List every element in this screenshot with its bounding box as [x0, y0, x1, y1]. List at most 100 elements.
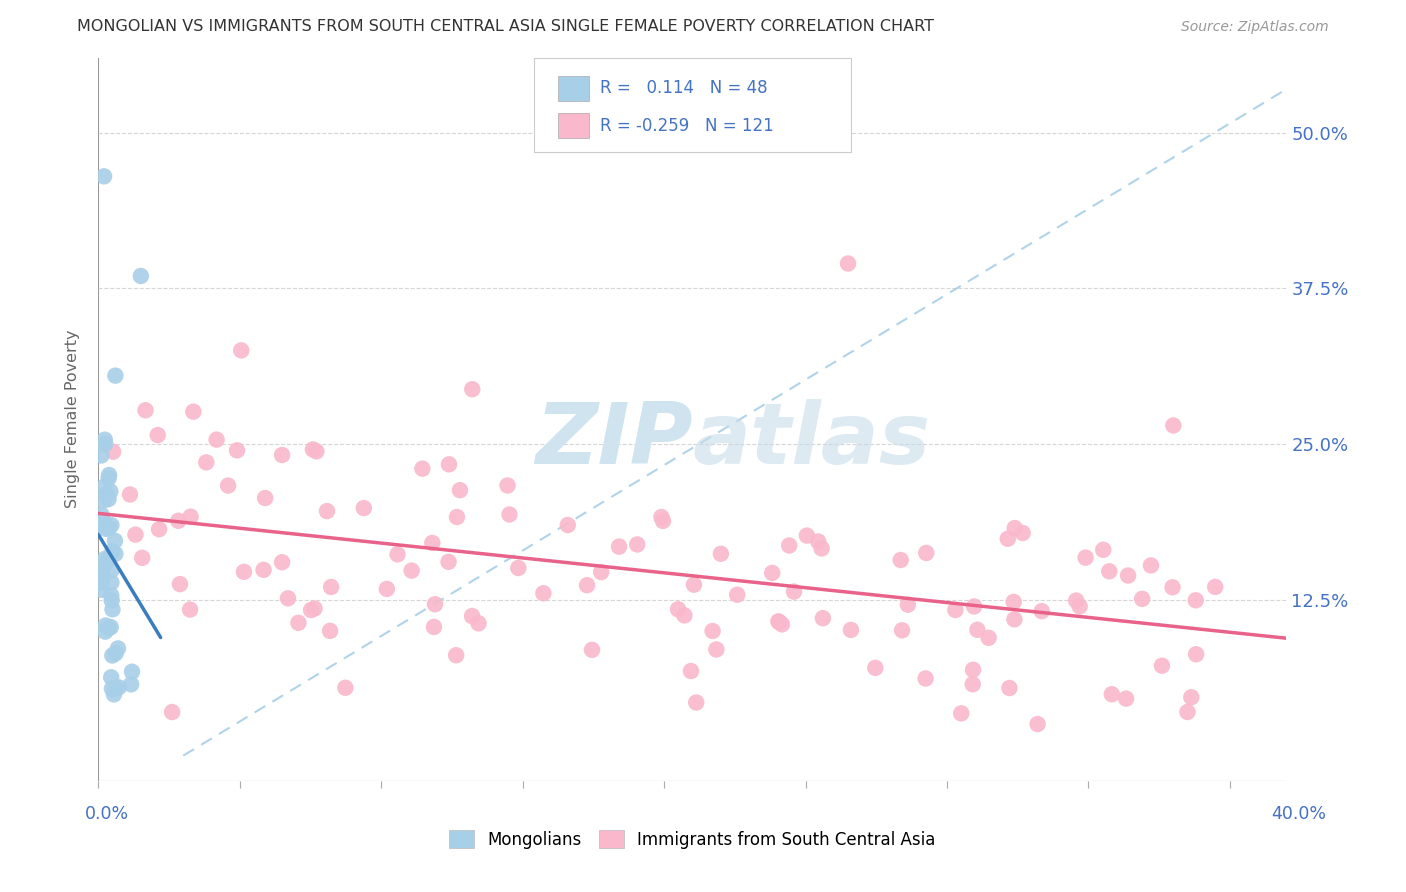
Point: [679, 664, 702, 678]
Point: [101, 648, 124, 663]
Point: [607, 540, 630, 554]
Point: [1115, 691, 1137, 706]
Point: [770, 617, 793, 632]
Point: [94, 488, 117, 502]
Point: [420, 536, 443, 550]
Point: [626, 537, 648, 551]
Point: [135, 403, 157, 417]
Point: [104, 368, 127, 383]
Text: R = -0.259   N = 121: R = -0.259 N = 121: [600, 117, 775, 135]
Point: [98, 467, 121, 482]
Point: [1069, 599, 1091, 614]
Point: [93, 480, 115, 494]
Text: Source: ZipAtlas.com: Source: ZipAtlas.com: [1181, 21, 1329, 34]
Point: [650, 510, 672, 524]
Point: [467, 616, 489, 631]
Point: [950, 706, 973, 721]
Point: [702, 624, 724, 638]
Point: [94, 437, 117, 451]
Point: [498, 508, 520, 522]
Point: [1064, 593, 1087, 607]
Point: [508, 561, 530, 575]
Point: [437, 458, 460, 472]
Point: [1161, 580, 1184, 594]
Point: [233, 565, 256, 579]
Point: [169, 577, 191, 591]
Point: [683, 577, 706, 591]
Point: [768, 615, 790, 629]
Point: [179, 602, 201, 616]
Point: [271, 555, 294, 569]
Point: [962, 663, 984, 677]
Point: [411, 461, 433, 475]
Point: [101, 602, 124, 616]
Point: [576, 578, 599, 592]
Point: [100, 575, 122, 590]
Point: [90, 575, 112, 590]
Point: [1204, 580, 1226, 594]
Point: [231, 343, 253, 358]
Text: atlas: atlas: [692, 400, 931, 483]
Point: [304, 601, 326, 615]
Point: [1130, 591, 1153, 606]
Point: [94, 433, 117, 447]
Point: [93, 493, 115, 508]
Point: [998, 681, 1021, 695]
Point: [652, 514, 675, 528]
Point: [1004, 612, 1026, 626]
Point: [945, 603, 967, 617]
Point: [103, 687, 125, 701]
Point: [93, 557, 115, 571]
Point: [121, 665, 143, 679]
Text: ZIP: ZIP: [534, 400, 692, 483]
Point: [865, 661, 887, 675]
Point: [104, 533, 127, 548]
Point: [387, 547, 409, 561]
Point: [94, 624, 117, 639]
Point: [1185, 647, 1208, 661]
Point: [1184, 593, 1206, 607]
Point: [461, 609, 484, 624]
Point: [966, 623, 988, 637]
Point: [1074, 550, 1097, 565]
Point: [557, 518, 579, 533]
Point: [252, 563, 274, 577]
Point: [97, 621, 120, 635]
Point: [1180, 690, 1202, 705]
Point: [810, 541, 832, 556]
Point: [217, 478, 239, 492]
Point: [1002, 595, 1025, 609]
Point: [375, 582, 398, 596]
Point: [101, 681, 124, 696]
Point: [768, 615, 790, 629]
Point: [205, 433, 228, 447]
Point: [1098, 564, 1121, 578]
Point: [167, 514, 190, 528]
Point: [104, 547, 127, 561]
Point: [446, 510, 468, 524]
Point: [226, 443, 249, 458]
Point: [98, 521, 121, 535]
Point: [100, 588, 122, 602]
Point: [107, 681, 129, 695]
Point: [316, 504, 339, 518]
Text: 0.0%: 0.0%: [84, 805, 129, 822]
Y-axis label: Single Female Poverty: Single Female Poverty: [65, 330, 80, 508]
Point: [778, 539, 800, 553]
Point: [710, 547, 733, 561]
Point: [837, 256, 859, 270]
Point: [97, 471, 120, 485]
Point: [1177, 705, 1199, 719]
Point: [299, 603, 322, 617]
Point: [277, 591, 299, 606]
Point: [891, 624, 914, 638]
Point: [496, 478, 519, 492]
Point: [97, 552, 120, 566]
Point: [914, 672, 936, 686]
Point: [91, 517, 114, 532]
Point: [305, 444, 328, 458]
Point: [783, 584, 806, 599]
Point: [101, 544, 124, 558]
Point: [131, 550, 153, 565]
Point: [287, 615, 309, 630]
